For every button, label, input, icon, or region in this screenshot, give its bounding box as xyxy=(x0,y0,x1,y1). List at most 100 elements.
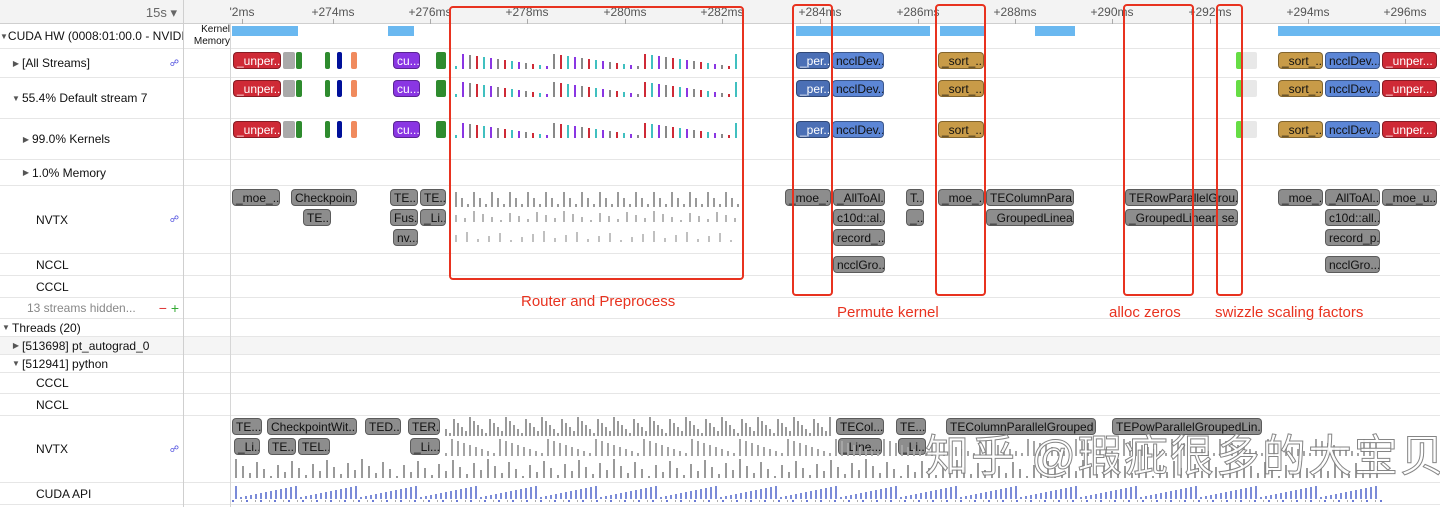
kernel-block[interactable] xyxy=(325,121,330,138)
nvtx-range[interactable]: T... xyxy=(906,189,924,206)
kernel-block[interactable]: cu... xyxy=(393,121,420,138)
kernel-block[interactable] xyxy=(337,52,342,69)
nvtx-range[interactable]: TED... xyxy=(365,418,401,435)
nvtx-range[interactable]: _Li... xyxy=(234,438,260,455)
tree-item-cuda-hw[interactable]: ▼ CUDA HW (0008:01:00.0 - NVIDI xyxy=(0,29,183,43)
nvtx-range[interactable]: c10d::al... xyxy=(833,209,885,226)
link-icon[interactable]: ☍ xyxy=(169,214,179,224)
kernel-block[interactable] xyxy=(1236,80,1242,97)
nvtx-range[interactable]: _Li... xyxy=(410,438,440,455)
tree-item-default-stream[interactable]: ▼ 55.4% Default stream 7 xyxy=(0,78,183,118)
kernel-block[interactable]: _sort_... xyxy=(1278,121,1323,138)
tree-item-py-nccl[interactable]: NCCL xyxy=(36,397,69,412)
kernel-block[interactable]: ncclDev... xyxy=(1325,52,1380,69)
kernel-block[interactable] xyxy=(351,52,357,69)
hide-stream-button[interactable]: − xyxy=(158,300,167,316)
kernel-block[interactable]: _unper... xyxy=(1382,80,1437,97)
nvtx-range[interactable]: TECol... xyxy=(836,418,884,435)
nvtx-range[interactable]: TEPowParallelGroupedLin... xyxy=(1112,418,1262,435)
kernel-block[interactable]: _per... xyxy=(796,52,830,69)
kernel-block[interactable] xyxy=(283,80,295,97)
nvtx-range[interactable]: _moe_u... xyxy=(1382,189,1437,206)
kernel-block[interactable]: _unper... xyxy=(233,121,281,138)
collapse-triangle-icon[interactable]: ▼ xyxy=(0,31,8,41)
kernel-block[interactable]: _unper... xyxy=(1382,52,1437,69)
kernel-block[interactable]: _unper... xyxy=(233,52,281,69)
kernel-block[interactable]: _sort_... xyxy=(938,121,984,138)
nccl-range[interactable]: ncclGro... xyxy=(1325,256,1380,273)
tree-item-thread-python[interactable]: ▼ [512941] python xyxy=(0,355,183,372)
nvtx-range[interactable]: TER... xyxy=(408,418,440,435)
collapse-triangle-icon[interactable]: ▼ xyxy=(12,93,20,103)
kernel-block[interactable] xyxy=(1242,52,1257,69)
nvtx-range[interactable]: c10d::all... xyxy=(1325,209,1380,226)
tree-item-cccl[interactable]: CCCL xyxy=(36,279,69,294)
kernel-block[interactable] xyxy=(351,80,357,97)
nvtx-range[interactable]: _AllToAl... xyxy=(1325,189,1380,206)
kernel-block[interactable]: _unper... xyxy=(1382,121,1437,138)
tree-item-threads[interactable]: ▼ Threads (20) xyxy=(0,319,183,336)
nvtx-range[interactable]: record_p... xyxy=(1325,229,1380,246)
kernel-block[interactable] xyxy=(325,80,330,97)
timeline-ruler[interactable]: 15s ▾ '2ms +274ms +276ms +278ms +280ms +282ms… xyxy=(0,0,1440,24)
nvtx-range[interactable]: _moe_... xyxy=(938,189,984,206)
collapse-triangle-icon[interactable]: ▼ xyxy=(2,323,10,332)
kernel-block[interactable] xyxy=(436,121,446,138)
link-icon[interactable]: ☍ xyxy=(169,57,179,68)
kernel-block[interactable]: ncclDev... xyxy=(1325,121,1380,138)
nvtx-range[interactable]: record_... xyxy=(833,229,885,246)
nvtx-range[interactable]: _GroupedLinea... xyxy=(986,209,1074,226)
kernel-block[interactable]: cu... xyxy=(393,80,420,97)
kernel-block[interactable]: _sort_... xyxy=(938,80,984,97)
nvtx-range[interactable]: _moe_... xyxy=(232,189,280,206)
kernel-block[interactable] xyxy=(337,80,342,97)
tree-item-nccl[interactable]: NCCL xyxy=(36,257,69,272)
kernel-block[interactable] xyxy=(296,52,302,69)
nvtx-range[interactable]: CheckpointWit... xyxy=(267,418,357,435)
nvtx-range[interactable]: TE... xyxy=(268,438,296,455)
nvtx-range[interactable]: _moe_... xyxy=(1278,189,1323,206)
kernel-block[interactable] xyxy=(283,52,295,69)
nvtx-range[interactable]: nv... xyxy=(393,229,418,246)
kernel-block[interactable] xyxy=(1242,121,1257,138)
nvtx-range[interactable]: _moe_... xyxy=(785,189,831,206)
nvtx-range[interactable]: TE... xyxy=(420,189,446,206)
kernel-block[interactable]: _sort_... xyxy=(1278,52,1323,69)
kernel-block[interactable]: ncclDev... xyxy=(832,80,884,97)
kernel-block[interactable] xyxy=(436,80,446,97)
expand-triangle-icon[interactable]: ▶ xyxy=(12,58,20,68)
kernel-block[interactable] xyxy=(436,52,446,69)
kernel-block[interactable] xyxy=(296,80,302,97)
nvtx-range[interactable]: _... xyxy=(906,209,924,226)
kernel-block[interactable]: ncclDev... xyxy=(1325,80,1380,97)
kernel-block[interactable] xyxy=(337,121,342,138)
nvtx-range[interactable]: TE... xyxy=(390,189,418,206)
tree-item-thread-autograd[interactable]: ▶ [513698] pt_autograd_0 xyxy=(0,337,183,354)
kernel-block[interactable]: _sort_... xyxy=(1278,80,1323,97)
expand-triangle-icon[interactable]: ▶ xyxy=(12,341,20,350)
nvtx-range[interactable]: Fus... xyxy=(390,209,418,226)
nvtx-range[interactable]: _GroupedLinear, se... xyxy=(1125,209,1238,226)
show-stream-button[interactable]: + xyxy=(170,300,179,316)
nvtx-range[interactable]: TERowParallelGrou... xyxy=(1125,189,1238,206)
nvtx-range[interactable]: TEColumnParallelGrouped xyxy=(946,418,1096,435)
tree-item-nvtx[interactable]: NVTX ☍ xyxy=(36,212,179,227)
tree-item-all-streams[interactable]: ▶ [All Streams] ☍ xyxy=(0,49,183,77)
kernel-block[interactable] xyxy=(296,121,302,138)
tree-item-py-nvtx[interactable]: NVTX ☍ xyxy=(36,442,179,456)
nvtx-range[interactable]: _Li... xyxy=(420,209,446,226)
tree-item-kernels[interactable]: ▶ 99.0% Kernels xyxy=(0,119,183,159)
tree-item-cuda-api[interactable]: CUDA API xyxy=(36,486,92,501)
kernel-block[interactable] xyxy=(1242,80,1257,97)
expand-triangle-icon[interactable]: ▶ xyxy=(22,134,30,144)
tree-item-memory[interactable]: ▶ 1.0% Memory xyxy=(0,160,183,185)
kernel-block[interactable]: _per... xyxy=(796,121,830,138)
nvtx-range[interactable]: TE... xyxy=(896,418,926,435)
kernel-block[interactable] xyxy=(283,121,295,138)
zoom-level-selector[interactable]: 15s ▾ xyxy=(145,5,177,20)
kernel-block[interactable] xyxy=(1236,121,1242,138)
kernel-block[interactable]: _unper... xyxy=(233,80,281,97)
kernel-block[interactable]: _per... xyxy=(796,80,830,97)
kernel-block[interactable]: ncclDev... xyxy=(832,121,884,138)
expand-triangle-icon[interactable]: ▶ xyxy=(22,168,30,177)
